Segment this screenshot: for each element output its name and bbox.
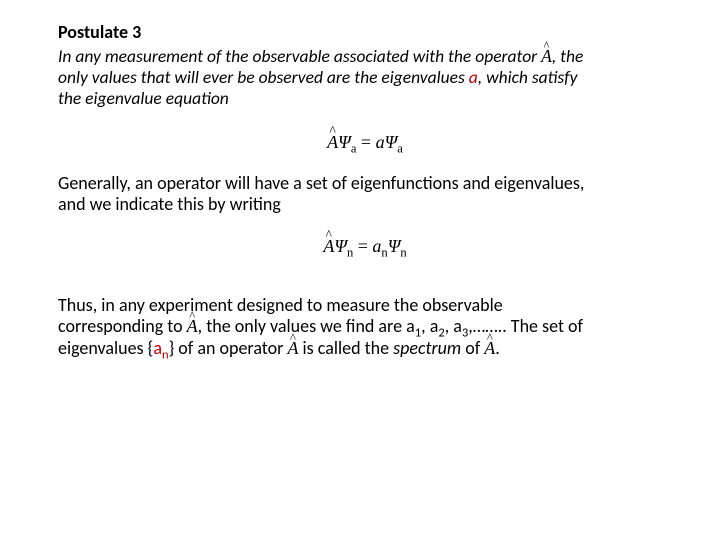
postulate-title: Postulate 3 [58, 22, 672, 44]
A-hat: A [327, 132, 338, 153]
spectrum-word: spectrum [393, 337, 461, 359]
text: Thus, in any experiment designed to meas… [58, 294, 503, 316]
equation-1: AΨa = aΨa [58, 132, 672, 153]
equals: = [353, 236, 372, 256]
rhs-a: a [376, 132, 385, 152]
eigenvalue-a-red: a [469, 66, 478, 88]
rhs-psi: Ψ [385, 132, 398, 152]
operator-A-hat: A [541, 46, 552, 67]
text: eigenvalues { [58, 337, 153, 359]
text: , a [421, 315, 438, 337]
A-hat: A [323, 236, 334, 257]
general-paragraph: Generally, an operator will have a set o… [58, 173, 672, 216]
postulate-statement: In any measurement of the observable ass… [58, 46, 672, 110]
operator-A-hat: A [287, 338, 298, 360]
text: the eigenvalue equation [58, 87, 229, 109]
text: only values that will ever be observed a… [58, 66, 469, 88]
text: } of an operator [169, 337, 288, 359]
an-red: an [153, 337, 168, 359]
equals: = [356, 132, 375, 152]
sub-n-3: n [400, 245, 406, 259]
text: of [461, 337, 484, 359]
text: ,…….. The set of [468, 315, 583, 337]
text: is called the [298, 337, 393, 359]
text: In any measurement of the observable ass… [58, 45, 541, 67]
period: . [495, 337, 500, 359]
text: Generally, an operator will have a set o… [58, 172, 584, 194]
operator-A-hat: A [484, 338, 495, 360]
slide-page: Postulate 3 In any measurement of the ob… [0, 0, 720, 540]
equation-2: AΨn = anΨn [58, 236, 672, 257]
rhs-psi: Ψ [388, 236, 401, 256]
text: and we indicate this by writing [58, 193, 281, 215]
operator-A-hat: A [187, 316, 198, 338]
text: corresponding to [58, 315, 187, 337]
psi: Ψ [338, 132, 351, 152]
sub-a-2: a [397, 141, 403, 155]
text: , which satisfy [478, 66, 578, 88]
text: , the only values we find are a [198, 315, 415, 337]
text: , a [445, 315, 462, 337]
text: , the [552, 45, 584, 67]
psi: Ψ [334, 236, 347, 256]
conclusion-paragraph: Thus, in any experiment designed to meas… [58, 295, 672, 360]
